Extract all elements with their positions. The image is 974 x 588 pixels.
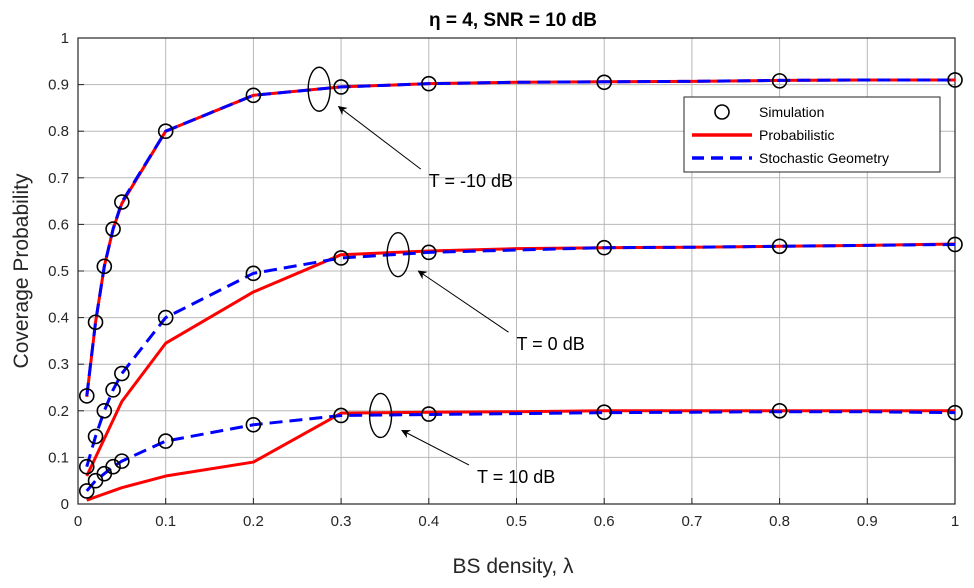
simulation-marker <box>947 404 963 421</box>
simulation-marker <box>245 87 262 104</box>
simulation-marker <box>947 72 963 88</box>
x-tick-label: 0.7 <box>681 513 702 530</box>
y-tick-label: 0.8 <box>48 123 69 140</box>
simulation-marker <box>157 433 174 449</box>
simulation-marker <box>420 244 437 261</box>
y-tick-label: 1 <box>61 30 69 47</box>
annotation-ellipse <box>307 66 331 112</box>
annotation-label: T = 0 dB <box>517 334 585 354</box>
simulation-marker <box>105 382 121 398</box>
simulation-marker <box>87 428 104 445</box>
simulation-marker <box>78 458 95 475</box>
annotation-label: T = -10 dB <box>429 171 513 191</box>
x-tick-label: 0.5 <box>506 513 527 530</box>
simulation-marker <box>771 238 788 255</box>
simulation-marker <box>596 74 613 91</box>
x-tick-label: 0.4 <box>418 513 439 530</box>
y-tick-label: 0.5 <box>48 263 69 280</box>
legend-probabilistic-label: Probabilistic <box>759 127 834 143</box>
x-tick-label: 0.2 <box>243 513 264 530</box>
simulation-marker <box>245 416 262 433</box>
legend-simulation-marker <box>714 104 730 120</box>
x-tick-label: 0.3 <box>331 513 352 530</box>
legend-simulation-label: Simulation <box>759 104 824 120</box>
simulation-marker <box>114 194 130 210</box>
annotation-arrow <box>417 270 509 333</box>
x-tick-label: 0 <box>74 513 82 530</box>
x-tick-label: 0.8 <box>769 513 790 530</box>
simulation-marker <box>105 221 121 237</box>
simulation-marker <box>78 483 95 499</box>
simulation-marker <box>420 75 437 92</box>
simulation-marker <box>96 258 113 275</box>
y-tick-label: 0.4 <box>48 310 69 327</box>
annotation-arrow <box>401 429 470 466</box>
simulation-marker <box>333 79 349 95</box>
annotation-label: T = 10 dB <box>477 467 555 487</box>
annotation-arrow <box>337 106 422 170</box>
simulation-marker <box>114 365 130 382</box>
y-tick-label: 0.9 <box>48 77 69 94</box>
simulation-marker <box>157 123 174 139</box>
x-tick-label: 1 <box>951 513 959 530</box>
series-layer <box>78 72 963 502</box>
x-tick-label: 0.1 <box>155 513 176 530</box>
annotation-ellipse <box>368 392 393 439</box>
y-tick-label: 0.2 <box>48 403 69 420</box>
simulation-marker <box>771 73 788 89</box>
x-tick-label: 0.9 <box>857 513 878 530</box>
simulation-marker <box>78 388 95 404</box>
simulation-marker <box>96 402 113 419</box>
axis-ticks: 0 0.1 0.2 0.3 0.4 0.5 0.6 0.7 0.8 0.9 1 0 0.1 0.2 0.3 0… <box>48 30 959 530</box>
legend: Simulation Probabilistic Stochastic Geom… <box>683 96 941 173</box>
simulation-marker <box>157 309 174 326</box>
simulation-marker <box>245 265 262 282</box>
simulation-marker <box>105 458 121 475</box>
y-tick-label: 0 <box>61 496 69 513</box>
y-tick-label: 0.6 <box>48 216 69 233</box>
annotation-layer: T = -10 dB T = 0 dB T = 10 dB <box>307 66 585 487</box>
simulation-marker <box>114 453 130 469</box>
simulation-marker <box>771 402 788 419</box>
y-tick-label: 0.3 <box>48 356 69 373</box>
simulation-marker <box>333 250 349 266</box>
x-tick-label: 0.6 <box>594 513 615 530</box>
y-tick-label: 0.7 <box>48 170 69 187</box>
legend-stochastic-label: Stochastic Geometry <box>759 150 889 166</box>
simulation-marker <box>333 407 349 424</box>
annotation-ellipse <box>386 231 410 278</box>
simulation-marker <box>420 406 437 422</box>
chart-title: η = 4, SNR = 10 dB <box>429 10 597 31</box>
y-tick-label: 0.1 <box>48 449 69 466</box>
simulation-marker <box>87 314 104 331</box>
y-axis-label: Coverage Probability <box>10 173 33 368</box>
stochastic-line-0 <box>85 78 955 397</box>
simulation-marker <box>596 404 613 420</box>
simulation-marker <box>947 236 963 253</box>
simulation-marker <box>596 239 613 256</box>
x-axis-label: BS density, λ <box>453 555 574 578</box>
